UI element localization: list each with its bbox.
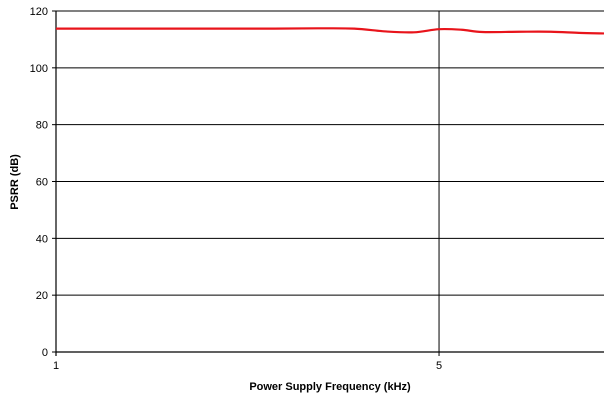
axes bbox=[52, 10, 604, 356]
y-tick-label: 40 bbox=[36, 233, 48, 245]
grid-lines bbox=[56, 10, 604, 352]
y-tick-label: 0 bbox=[42, 347, 48, 359]
y-tick-labels: 0 20 40 60 80 100 120 bbox=[30, 6, 48, 359]
y-tick-label: 100 bbox=[30, 63, 48, 75]
y-tick-label: 120 bbox=[30, 6, 48, 18]
x-tick-label: 5 bbox=[436, 360, 442, 372]
x-tick-label: 1 bbox=[53, 360, 59, 372]
x-axis-title: Power Supply Frequency (kHz) bbox=[249, 381, 411, 393]
y-tick-label: 20 bbox=[36, 290, 48, 302]
y-axis-title: PSRR (dB) bbox=[9, 154, 21, 210]
series-layer bbox=[56, 27, 605, 35]
psrr-series-line bbox=[56, 27, 605, 35]
y-tick-label: 60 bbox=[36, 177, 48, 189]
y-tick-label: 80 bbox=[36, 120, 48, 132]
